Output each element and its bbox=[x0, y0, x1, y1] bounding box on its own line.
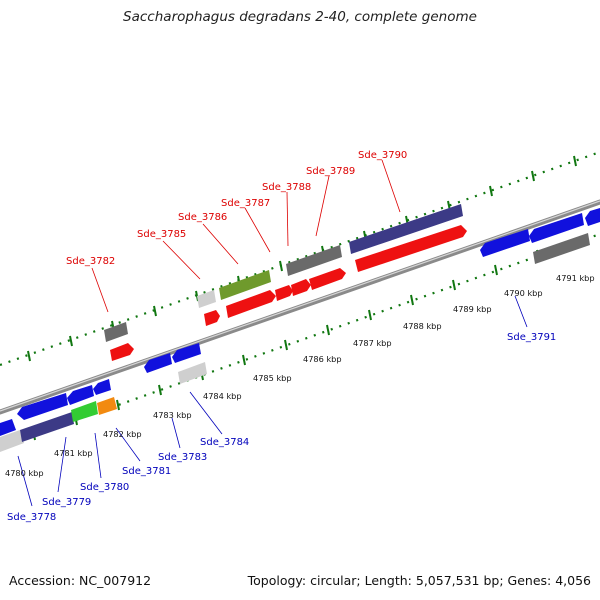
gene-label-sde-3791[interactable]: Sde_3791 bbox=[507, 332, 556, 343]
gene-sde-3782-block[interactable] bbox=[104, 322, 128, 342]
gene-label-sde-3788[interactable]: Sde_3788 bbox=[262, 182, 311, 193]
gene-sde-3779-arrow[interactable] bbox=[17, 393, 68, 420]
gene-label-sde-3780[interactable]: Sde_3780 bbox=[80, 482, 129, 493]
gene-sde-3784-block[interactable] bbox=[178, 362, 207, 384]
scale-label: 4783 kbp bbox=[153, 410, 192, 420]
gene-sde-3779-block[interactable] bbox=[20, 412, 74, 442]
gene-label-sde-3787[interactable]: Sde_3787 bbox=[221, 198, 270, 209]
gene-sde-3788-arrow[interactable] bbox=[291, 279, 311, 296]
genome-backbone bbox=[0, 199, 600, 415]
gene-sde-3790-block[interactable] bbox=[349, 204, 463, 254]
gene-sde-3787-arrow[interactable] bbox=[275, 285, 293, 301]
gene-sde-3784-arrow[interactable] bbox=[172, 343, 201, 363]
scale-label: 4780 kbp bbox=[5, 468, 44, 478]
gene-label-sde-3778[interactable]: Sde_3778 bbox=[7, 512, 56, 523]
gene-sde-3788-block[interactable] bbox=[286, 245, 342, 276]
gene-sde-3786-arrow[interactable] bbox=[226, 290, 276, 318]
gene-sde-3781-block[interactable] bbox=[97, 397, 117, 415]
scale-label: 4784 kbp bbox=[203, 391, 242, 401]
scale-label: 4782 kbp bbox=[103, 429, 142, 439]
gene-label-sde-3789[interactable]: Sde_3789 bbox=[306, 166, 355, 177]
gene-label-sde-3779[interactable]: Sde_3779 bbox=[42, 497, 91, 508]
scale-label: 4786 kbp bbox=[303, 354, 342, 364]
gene-sde-3780-block[interactable] bbox=[71, 401, 98, 422]
genome-info-text: Topology: circular; Length: 5,057,531 bp… bbox=[247, 573, 591, 588]
gene-right-edge-arrow[interactable] bbox=[585, 208, 600, 226]
accession-text: Accession: NC_007912 bbox=[9, 573, 152, 588]
scale-labels: 4780 kbp 4781 kbp 4782 kbp 4783 kbp 4784… bbox=[5, 273, 595, 478]
gene-sde-3786-block[interactable] bbox=[219, 270, 271, 300]
gene-label-sde-3783[interactable]: Sde_3783 bbox=[158, 452, 207, 463]
scale-label: 4791 kbp bbox=[556, 273, 595, 283]
gene-label-sde-3786[interactable]: Sde_3786 bbox=[178, 212, 227, 223]
gene-sde-3785-block[interactable] bbox=[197, 290, 216, 308]
scale-label: 4785 kbp bbox=[253, 373, 292, 383]
gene-sde-3791-block[interactable] bbox=[533, 233, 590, 264]
gene-sde-3781-arrow[interactable] bbox=[93, 379, 111, 395]
gene-block-left-blue[interactable] bbox=[0, 419, 16, 436]
gene-label-sde-3790[interactable]: Sde_3790 bbox=[358, 150, 407, 161]
reverse-gene-labels: Sde_3778 Sde_3779 Sde_3780 Sde_3781 Sde_… bbox=[7, 295, 556, 523]
scale-label: 4789 kbp bbox=[453, 304, 492, 314]
scale-label: 4787 kbp bbox=[353, 338, 392, 348]
gene-block-left-lightgray[interactable] bbox=[0, 430, 24, 452]
map-title: Saccharophagus degradans 2-40, complete … bbox=[123, 9, 477, 25]
genome-backbone-highlight bbox=[0, 200, 600, 412]
reverse-genes bbox=[0, 208, 600, 452]
scale-label: 4781 kbp bbox=[54, 448, 93, 458]
gene-sde-3782-arrow[interactable] bbox=[110, 343, 134, 361]
scale-label: 4788 kbp bbox=[403, 321, 442, 331]
gene-sde-3790-arrow[interactable] bbox=[355, 225, 467, 272]
gene-label-sde-3784[interactable]: Sde_3784 bbox=[200, 437, 249, 448]
forward-genes bbox=[104, 204, 467, 361]
gene-label-sde-3781[interactable]: Sde_3781 bbox=[122, 466, 171, 477]
forward-gene-labels: Sde_3782 Sde_3785 Sde_3786 Sde_3787 Sde_… bbox=[66, 150, 407, 313]
gene-label-sde-3785[interactable]: Sde_3785 bbox=[137, 229, 186, 240]
gene-sde-3783-arrow[interactable] bbox=[144, 353, 172, 373]
gene-sde-3791-arrow2[interactable] bbox=[529, 213, 584, 243]
gene-sde-3785-arrow[interactable] bbox=[204, 310, 220, 326]
gene-label-sde-3782[interactable]: Sde_3782 bbox=[66, 256, 115, 267]
gene-sde-3789-arrow[interactable] bbox=[309, 268, 346, 290]
gene-sde-3780-arrow[interactable] bbox=[67, 385, 94, 405]
gene-sde-3791-arrow1[interactable] bbox=[480, 229, 530, 257]
scale-label: 4790 kbp bbox=[504, 288, 543, 298]
